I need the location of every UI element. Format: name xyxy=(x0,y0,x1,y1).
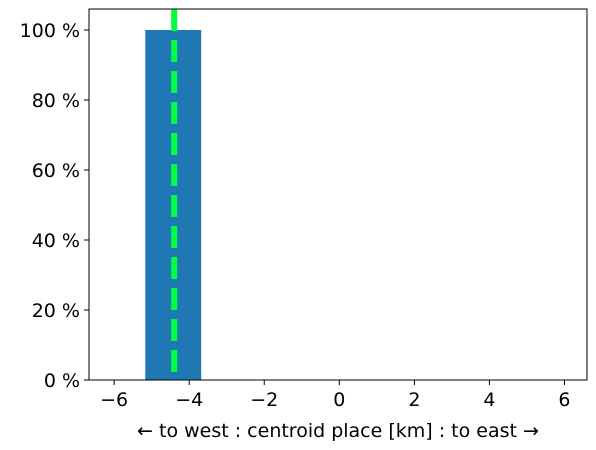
x-tick-label: 6 xyxy=(558,389,570,411)
x-tick-label: 2 xyxy=(408,389,420,411)
x-tick-label: 4 xyxy=(483,389,495,411)
x-tick-label: −2 xyxy=(250,389,278,411)
y-tick-label: 80 % xyxy=(32,90,80,112)
y-tick-label: 40 % xyxy=(32,230,80,252)
y-tick-label: 0 % xyxy=(44,370,80,392)
y-tick-label: 20 % xyxy=(32,300,80,322)
x-tick-label: −4 xyxy=(175,389,203,411)
x-tick-label: −6 xyxy=(100,389,128,411)
plot-frame xyxy=(88,8,588,381)
x-tick-label: 0 xyxy=(333,389,345,411)
y-tick-label: 60 % xyxy=(32,160,80,182)
x-axis-label: ← to west : centroid place [km] : to eas… xyxy=(137,420,539,442)
y-tick-label: 100 % xyxy=(20,20,80,42)
